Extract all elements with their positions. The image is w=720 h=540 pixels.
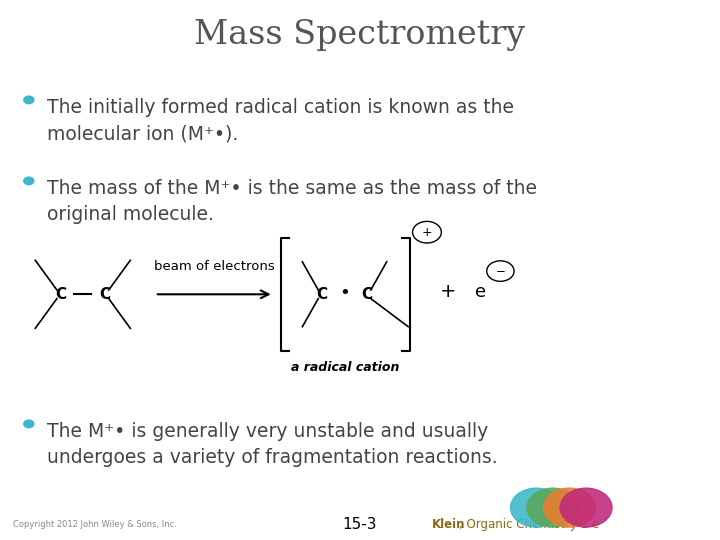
- Circle shape: [24, 420, 34, 428]
- Text: The M⁺• is generally very unstable and usually
undergoes a variety of fragmentat: The M⁺• is generally very unstable and u…: [47, 422, 498, 467]
- Text: −: −: [495, 265, 505, 278]
- Circle shape: [544, 488, 595, 527]
- Text: The initially formed radical cation is known as the
molecular ion (M⁺•).: The initially formed radical cation is k…: [47, 98, 514, 143]
- Text: Copyright 2012 John Wiley & Sons, Inc.: Copyright 2012 John Wiley & Sons, Inc.: [13, 521, 177, 529]
- Text: 15-3: 15-3: [343, 517, 377, 532]
- Circle shape: [527, 488, 579, 527]
- Text: e: e: [475, 282, 487, 301]
- Text: Mass Spectrometry: Mass Spectrometry: [194, 19, 526, 51]
- Text: +: +: [422, 226, 432, 239]
- Circle shape: [24, 96, 34, 104]
- Text: Klein: Klein: [432, 518, 466, 531]
- Text: , Organic Chemistry 1 e: , Organic Chemistry 1 e: [459, 518, 600, 531]
- Text: C: C: [316, 287, 328, 302]
- Text: •: •: [339, 284, 350, 302]
- Text: C: C: [361, 287, 373, 302]
- Text: C: C: [99, 287, 110, 302]
- Circle shape: [510, 488, 562, 527]
- Text: The mass of the M⁺• is the same as the mass of the
original molecule.: The mass of the M⁺• is the same as the m…: [47, 179, 537, 224]
- Text: beam of electrons: beam of electrons: [154, 260, 274, 273]
- Circle shape: [560, 488, 612, 527]
- Text: C: C: [55, 287, 67, 302]
- Circle shape: [24, 177, 34, 185]
- Text: a radical cation: a radical cation: [292, 361, 400, 374]
- Text: +: +: [441, 282, 456, 301]
